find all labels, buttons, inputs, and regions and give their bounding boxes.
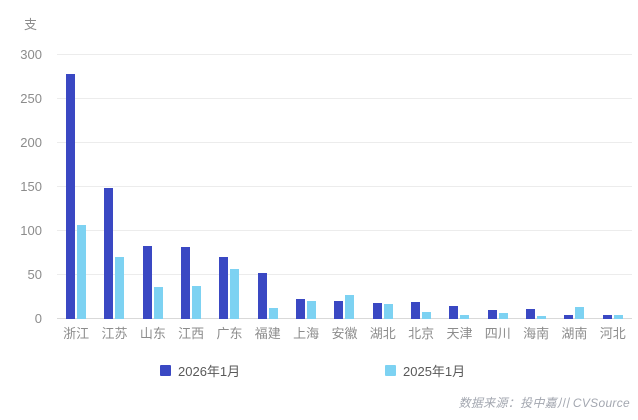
bar-2026年1月-江西 [181, 246, 191, 319]
gridline-250 [57, 98, 632, 99]
bar-group-江西: 江西 [172, 55, 210, 341]
bar-2026年1月-湖南 [564, 314, 574, 319]
bar-2026年1月-北京 [411, 302, 421, 319]
x-axis-label-福建: 福建 [254, 326, 281, 341]
bar-group-海南: 海南 [517, 55, 555, 341]
bar-group-山东: 山东 [134, 55, 172, 341]
x-axis-label-天津: 天津 [446, 326, 473, 341]
legend-item-2025: 2025年1月 [385, 361, 465, 380]
bar-groups: 浙江 江苏 山东 江西 广东 福建 上海 安徽 湖北 北京 天津 四川 海南 湖南 河北 [57, 55, 632, 341]
bar-group-江苏: 江苏 [95, 55, 133, 341]
bar-2025年1月-四川 [498, 312, 508, 319]
data-source-caption: 数据来源：投中嘉川 CVSource [458, 396, 630, 410]
bar-group-湖北: 湖北 [364, 55, 402, 341]
x-axis-label-海南: 海南 [523, 326, 550, 341]
bar-2026年1月-湖北 [372, 303, 382, 319]
x-axis-label-河北: 河北 [599, 326, 626, 341]
legend-label-2026: 2026年1月 [178, 364, 241, 379]
bar-2026年1月-江苏 [104, 187, 114, 319]
y-tick-label-300: 300 [20, 47, 42, 62]
bar-2025年1月-天津 [460, 314, 470, 319]
bar-2025年1月-湖北 [383, 304, 393, 319]
gridline-150 [57, 186, 632, 187]
bar-2026年1月-天津 [449, 305, 459, 319]
bar-2025年1月-江苏 [115, 257, 125, 319]
bar-group-湖南: 湖南 [555, 55, 593, 341]
bar-2025年1月-广东 [230, 268, 240, 319]
bar-group-天津: 天津 [440, 55, 478, 341]
bar-2025年1月-浙江 [77, 224, 87, 319]
x-axis-label-广东: 广东 [216, 326, 243, 341]
bar-2026年1月-山东 [142, 245, 152, 319]
y-tick-label-0: 0 [34, 311, 42, 326]
y-tick-label-250: 250 [20, 91, 42, 106]
legend-item-2026: 2026年1月 [160, 361, 240, 380]
y-tick-label-150: 150 [20, 179, 42, 194]
bar-2025年1月-湖南 [575, 306, 585, 319]
gridline-50 [57, 274, 632, 275]
bar-2025年1月-北京 [422, 311, 432, 319]
y-tick-label-200: 200 [20, 135, 42, 150]
legend-swatch-2025 [385, 365, 396, 376]
bar-2025年1月-安徽 [345, 295, 355, 319]
x-axis-label-山东: 山东 [139, 326, 166, 341]
bar-group-安徽: 安徽 [325, 55, 363, 341]
bar-2025年1月-山东 [153, 287, 163, 319]
x-axis-label-四川: 四川 [484, 326, 511, 341]
y-tick-label-100: 100 [20, 223, 42, 238]
bar-2026年1月-安徽 [334, 300, 344, 319]
x-axis-label-北京: 北京 [408, 326, 435, 341]
bar-group-北京: 北京 [402, 55, 440, 341]
bar-2025年1月-上海 [307, 300, 317, 319]
bar-2026年1月-四川 [487, 310, 497, 319]
y-axis: 0 50 100 150 200 250 300 [0, 0, 46, 420]
bar-2026年1月-上海 [296, 298, 306, 319]
bar-group-福建: 福建 [249, 55, 287, 341]
x-axis-label-安徽: 安徽 [331, 326, 358, 341]
bar-group-四川: 四川 [479, 55, 517, 341]
gridline-300 [57, 54, 632, 55]
bar-2025年1月-福建 [268, 307, 278, 319]
x-axis-label-湖南: 湖南 [561, 326, 588, 341]
bar-group-河北: 河北 [594, 55, 632, 341]
x-axis-label-上海: 上海 [293, 326, 320, 341]
plot-area: 浙江 江苏 山东 江西 广东 福建 上海 安徽 湖北 北京 天津 四川 海南 湖南 河北 [57, 54, 632, 341]
y-axis-unit-label: 支 [24, 17, 38, 32]
bar-group-广东: 广东 [210, 55, 248, 341]
bar-group-浙江: 浙江 [57, 55, 95, 341]
bar-2026年1月-福建 [257, 273, 267, 319]
x-axis-label-江西: 江西 [178, 326, 205, 341]
bar-2025年1月-江西 [192, 285, 202, 319]
legend-swatch-2026 [160, 365, 171, 376]
x-axis-label-湖北: 湖北 [369, 326, 396, 341]
bar-2025年1月-海南 [537, 316, 547, 319]
bar-2026年1月-河北 [602, 314, 612, 319]
x-axis-label-江苏: 江苏 [101, 326, 128, 341]
bar-2025年1月-河北 [613, 315, 623, 319]
bar-2026年1月-浙江 [66, 74, 76, 319]
gridline-200 [57, 142, 632, 143]
bar-2026年1月-海南 [526, 309, 536, 319]
bar-group-上海: 上海 [287, 55, 325, 341]
legend-label-2025: 2025年1月 [403, 364, 466, 379]
x-axis-label-浙江: 浙江 [63, 326, 90, 341]
gridline-100 [57, 230, 632, 231]
y-tick-label-50: 50 [27, 267, 42, 282]
bar-2026年1月-广东 [219, 257, 229, 319]
gridline-0 [57, 318, 632, 319]
